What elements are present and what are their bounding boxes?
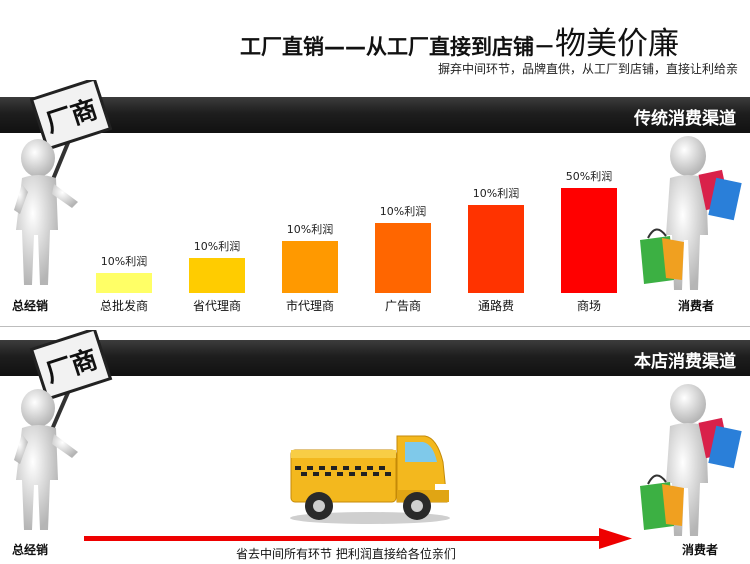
chart-data-label: 50%利润 (565, 170, 613, 183)
consumer-figure-icon (640, 384, 742, 536)
chart-bar (282, 241, 338, 293)
traditional-left-label: 总经销 (12, 299, 49, 313)
page-title: 工厂直销——从工厂直接到店铺－物美价廉 (240, 18, 679, 63)
traditional-right-label: 消费者 (678, 299, 715, 313)
page-subtitle: 摒弃中间环节，品牌直供，从工厂到店铺，直接让利给亲 (437, 62, 738, 76)
chart-bar (375, 223, 431, 293)
manufacturer-figure-icon: 厂商 (14, 330, 113, 530)
chart-category-label: 总批发商 (99, 299, 148, 313)
chart-category-label: 市代理商 (285, 299, 334, 313)
section-divider (0, 326, 750, 327)
chart-bar (189, 258, 245, 293)
chart-bar (561, 188, 617, 293)
store-left-label: 总经销 (12, 543, 49, 557)
chart-data-label: 10%利润 (472, 187, 520, 200)
title-highlight: 物美价廉 (555, 26, 679, 62)
manufacturer-figure-icon: 厂商 (14, 80, 113, 285)
chart-bar (468, 205, 524, 293)
arrow-caption: 省去中间所有环节 把利润直接给各位亲们 (236, 547, 456, 561)
traditional-channel-title: 传统消费渠道 (634, 109, 736, 129)
direct-arrow-icon (84, 528, 632, 549)
chart-data-label: 10%利润 (100, 255, 148, 268)
chart-category-label: 商场 (576, 299, 601, 313)
title-main: 工厂直销——从工厂直接到店铺－ (240, 35, 555, 59)
store-channel-band: 本店消费渠道 (0, 340, 750, 376)
store-channel-title: 本店消费渠道 (634, 352, 736, 372)
chart-bar (96, 273, 152, 293)
store-right-label: 消费者 (682, 543, 719, 557)
chart-category-label: 广告商 (384, 299, 421, 313)
chart-category-label: 通路费 (477, 299, 514, 313)
delivery-truck-icon (290, 435, 450, 524)
chart-data-label: 10%利润 (379, 205, 427, 218)
chart-data-label: 10%利润 (193, 240, 241, 253)
traditional-channel-band: 传统消费渠道 (0, 97, 750, 133)
consumer-figure-icon (640, 136, 742, 290)
chart-data-label: 10%利润 (286, 223, 334, 236)
chart-category-label: 省代理商 (192, 299, 241, 313)
